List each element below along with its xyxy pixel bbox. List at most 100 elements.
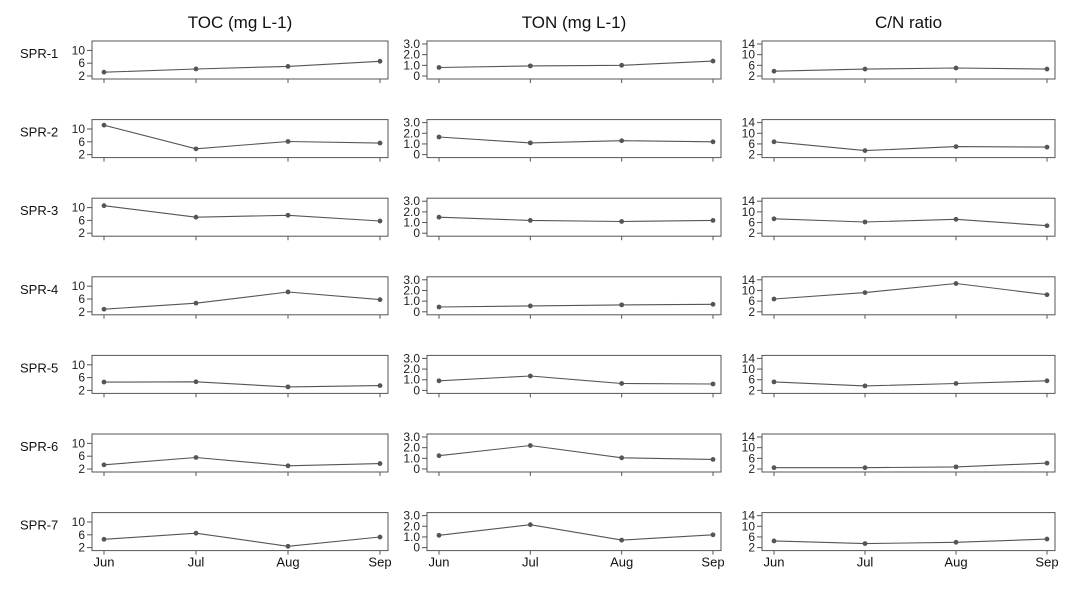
data-point-spr-5-toc-sep [377, 383, 383, 388]
data-point-spr-3-toc-aug [285, 212, 291, 218]
data-point-spr-3-ton-aug [619, 219, 625, 224]
data-point-spr-3-toc-jun [101, 203, 107, 209]
data-point-spr-6-cn-aug [953, 464, 959, 470]
data-point-spr-7-toc-jun [101, 536, 107, 542]
data-point-spr-4-ton-jun [436, 304, 442, 310]
y-tick-label-ton: 1.0 [403, 58, 420, 72]
x-tick-label-sep: Sep [1035, 555, 1058, 570]
data-point-spr-6-ton-aug [619, 455, 625, 461]
y-tick-label-cn: 10 [742, 283, 756, 297]
y-tick-label-ton: 0 [413, 148, 420, 162]
panel-frame-cn [761, 119, 1056, 159]
y-tick-label-cn: 14 [742, 116, 756, 130]
panel-frame-cn [761, 276, 1056, 316]
data-point-spr-2-toc-jul [193, 146, 199, 152]
data-point-spr-4-cn-jun [771, 296, 777, 302]
data-point-spr-3-ton-jul [527, 218, 533, 223]
series-line-spr-6-toc [103, 456, 381, 467]
data-point-spr-5-toc-jun [101, 379, 107, 385]
data-point-spr-1-ton-sep [710, 58, 716, 64]
y-tick-label-ton: 0 [413, 69, 420, 83]
series-line-spr-5-toc [103, 381, 381, 388]
y-tick-label-ton: 1.0 [403, 137, 420, 151]
x-tick-label-jun: Jun [764, 555, 785, 570]
y-tick-label-ton: 2.0 [403, 362, 420, 376]
column-title-toc: TOC (mg L-1) [188, 13, 293, 32]
y-tick-label-toc: 10 [72, 358, 86, 372]
y-tick-label-ton: 1.0 [403, 373, 420, 387]
x-tick-label-jul: Jul [522, 555, 539, 570]
data-point-spr-3-cn-jul [862, 219, 868, 225]
series-line-spr-5-cn [773, 380, 1048, 387]
data-point-spr-5-cn-jun [771, 379, 777, 385]
data-point-spr-2-cn-sep [1044, 144, 1050, 150]
data-point-spr-5-ton-sep [710, 381, 716, 387]
y-tick-label-ton: 3.0 [403, 509, 420, 523]
data-point-spr-2-ton-jun [436, 134, 442, 140]
data-point-spr-4-cn-jul [862, 290, 868, 295]
data-point-spr-5-ton-aug [619, 381, 625, 386]
series-line-spr-3-toc [103, 205, 381, 222]
data-point-spr-5-ton-jun [436, 378, 442, 384]
y-tick-label-toc: 10 [72, 515, 86, 529]
y-tick-label-toc: 6 [78, 213, 85, 227]
y-tick-label-ton: 1.0 [403, 530, 420, 544]
x-tick-label-jun: Jun [429, 555, 450, 570]
y-tick-label-cn: 10 [742, 48, 756, 62]
data-point-spr-6-ton-sep [710, 457, 716, 462]
y-tick-label-ton: 1.0 [403, 294, 420, 308]
series-line-spr-7-ton [438, 524, 714, 541]
data-point-spr-4-ton-aug [619, 302, 625, 308]
data-point-spr-1-toc-jul [193, 66, 199, 72]
y-tick-label-ton: 0 [413, 462, 420, 476]
y-tick-label-cn: 10 [742, 519, 756, 533]
data-point-spr-3-cn-aug [953, 216, 959, 222]
y-tick-label-ton: 3.0 [403, 194, 420, 208]
data-point-spr-1-ton-aug [619, 62, 625, 68]
y-tick-label-toc: 2 [78, 305, 85, 319]
y-tick-label-toc: 10 [72, 436, 86, 450]
series-line-spr-5-ton [438, 375, 714, 385]
data-point-spr-2-ton-aug [619, 138, 625, 144]
data-point-spr-4-toc-jul [193, 300, 199, 306]
data-point-spr-3-toc-sep [377, 218, 383, 224]
data-point-spr-1-toc-sep [377, 58, 383, 64]
series-line-spr-7-toc [103, 532, 381, 547]
series-line-spr-7-cn [773, 538, 1048, 545]
data-point-spr-6-cn-sep [1044, 460, 1050, 466]
y-tick-label-cn: 6 [748, 373, 755, 387]
data-point-spr-2-cn-jul [862, 148, 868, 154]
panel-frame-ton [426, 40, 722, 80]
y-tick-label-cn: 14 [742, 351, 756, 365]
y-tick-label-toc: 6 [78, 371, 85, 385]
data-point-spr-6-cn-jul [862, 465, 868, 471]
y-tick-label-ton: 2.0 [403, 48, 420, 62]
panel-frame-toc [91, 276, 389, 316]
data-point-spr-1-ton-jun [436, 65, 442, 70]
data-point-spr-5-cn-jul [862, 383, 868, 389]
x-tick-label-aug: Aug [610, 555, 633, 570]
panel-frame-toc [91, 512, 389, 552]
y-tick-label-ton: 1.0 [403, 216, 420, 230]
series-line-spr-4-ton [438, 303, 714, 308]
row-label-spr-1: SPR-1 [20, 46, 58, 61]
panel-frame-ton [426, 512, 722, 552]
y-tick-label-cn: 2 [748, 226, 755, 240]
data-point-spr-5-toc-jul [193, 379, 199, 385]
data-point-spr-4-ton-sep [710, 301, 716, 307]
row-label-spr-4: SPR-4 [20, 282, 58, 297]
data-point-spr-5-cn-aug [953, 381, 959, 386]
data-point-spr-1-ton-jul [527, 63, 533, 69]
panel-frame-cn [761, 354, 1056, 394]
y-tick-label-ton: 0 [413, 226, 420, 240]
data-point-spr-1-toc-aug [285, 64, 291, 69]
data-point-spr-4-ton-jul [527, 303, 533, 309]
panel-frame-toc [91, 119, 389, 159]
y-tick-label-ton: 3.0 [403, 430, 420, 444]
y-tick-label-toc: 2 [78, 69, 85, 83]
panel-frame-cn [761, 40, 1056, 80]
y-tick-label-cn: 14 [742, 509, 756, 523]
y-tick-label-toc: 6 [78, 528, 85, 542]
x-tick-label-sep: Sep [368, 555, 391, 570]
row-label-spr-3: SPR-3 [20, 203, 58, 218]
